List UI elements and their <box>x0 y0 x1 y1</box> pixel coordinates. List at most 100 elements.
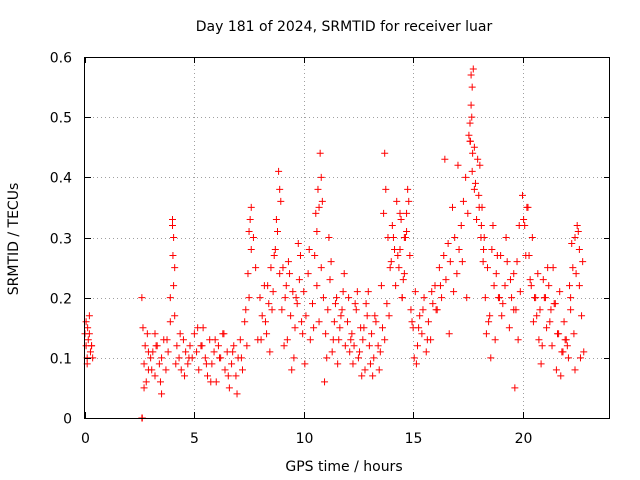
data-point <box>323 354 331 362</box>
data-point <box>86 348 94 356</box>
data-point <box>371 312 379 320</box>
data-point <box>538 342 546 350</box>
data-point <box>236 336 244 344</box>
data-point <box>185 354 193 362</box>
data-point <box>175 354 183 362</box>
data-point <box>388 221 396 229</box>
data-point <box>164 348 172 356</box>
data-point <box>245 294 253 302</box>
data-point <box>151 372 159 380</box>
data-point <box>534 270 542 278</box>
data-point <box>444 240 452 248</box>
data-point <box>508 294 516 302</box>
data-point <box>237 354 245 362</box>
data-point <box>144 348 152 356</box>
data-point <box>84 336 92 344</box>
data-point <box>519 191 526 199</box>
data-point <box>225 384 233 392</box>
data-point <box>476 161 484 169</box>
data-point <box>389 234 397 241</box>
data-point <box>576 354 584 362</box>
data-point <box>492 270 500 278</box>
data-point <box>84 324 92 332</box>
data-point <box>169 221 176 229</box>
data-point <box>488 246 496 254</box>
data-point <box>411 288 419 296</box>
data-point <box>419 306 427 314</box>
data-point <box>241 318 249 326</box>
data-point <box>170 282 178 290</box>
data-point <box>279 264 287 272</box>
data-point <box>147 354 155 362</box>
data-point <box>182 348 190 356</box>
data-point <box>350 342 358 350</box>
data-point <box>245 227 253 235</box>
data-point <box>441 155 449 163</box>
x-axis-label: GPS time / hours <box>285 459 402 475</box>
data-point <box>555 330 563 338</box>
data-point <box>568 240 576 248</box>
data-point <box>347 336 355 344</box>
data-point <box>414 342 421 350</box>
data-point <box>385 312 393 320</box>
data-point <box>510 306 518 314</box>
data-point <box>264 282 272 290</box>
data-point <box>190 330 198 338</box>
data-point <box>470 185 478 193</box>
data-point <box>381 149 389 157</box>
data-point <box>232 372 240 380</box>
data-point <box>229 348 237 356</box>
data-point <box>184 360 192 368</box>
data-point <box>239 366 246 374</box>
data-point <box>325 234 333 241</box>
data-point <box>407 306 415 314</box>
data-point <box>498 312 506 320</box>
data-point <box>467 71 475 79</box>
data-point <box>321 378 329 386</box>
data-point <box>301 360 309 368</box>
data-point <box>399 276 407 284</box>
data-point <box>220 330 228 338</box>
data-point <box>400 270 408 278</box>
data-point <box>249 234 257 241</box>
data-point <box>398 294 406 302</box>
data-point <box>436 282 444 290</box>
data-point <box>459 197 467 205</box>
data-point <box>287 312 295 320</box>
data-point <box>221 366 229 374</box>
data-point <box>446 258 454 266</box>
data-point <box>545 282 553 290</box>
x-tick-label: 20 <box>515 431 533 447</box>
data-point <box>575 246 583 254</box>
data-point <box>473 215 481 223</box>
data-point <box>552 366 560 374</box>
y-tick-label: 0.1 <box>50 352 72 368</box>
data-point <box>510 270 518 278</box>
data-point <box>337 312 345 320</box>
data-point <box>300 288 308 296</box>
data-point <box>468 113 476 121</box>
y-tick-label: 0.4 <box>50 171 72 187</box>
data-point <box>140 360 148 368</box>
data-point <box>486 312 494 320</box>
data-point <box>412 360 420 368</box>
data-point <box>270 252 278 260</box>
data-point <box>480 246 488 254</box>
data-point <box>329 336 337 344</box>
data-point <box>317 264 325 272</box>
data-point <box>521 221 529 229</box>
data-point <box>374 342 382 350</box>
y-axis-label: SRMTID / TECUs <box>6 183 22 296</box>
data-point <box>326 276 334 284</box>
data-point <box>397 215 405 223</box>
data-point <box>319 294 327 302</box>
data-point <box>400 234 408 241</box>
data-point <box>442 276 450 284</box>
data-point <box>574 227 582 235</box>
data-point <box>353 288 361 296</box>
data-point <box>82 318 90 326</box>
data-point <box>516 288 524 296</box>
data-point <box>194 324 202 332</box>
data-point <box>228 360 236 368</box>
data-point <box>198 342 206 350</box>
